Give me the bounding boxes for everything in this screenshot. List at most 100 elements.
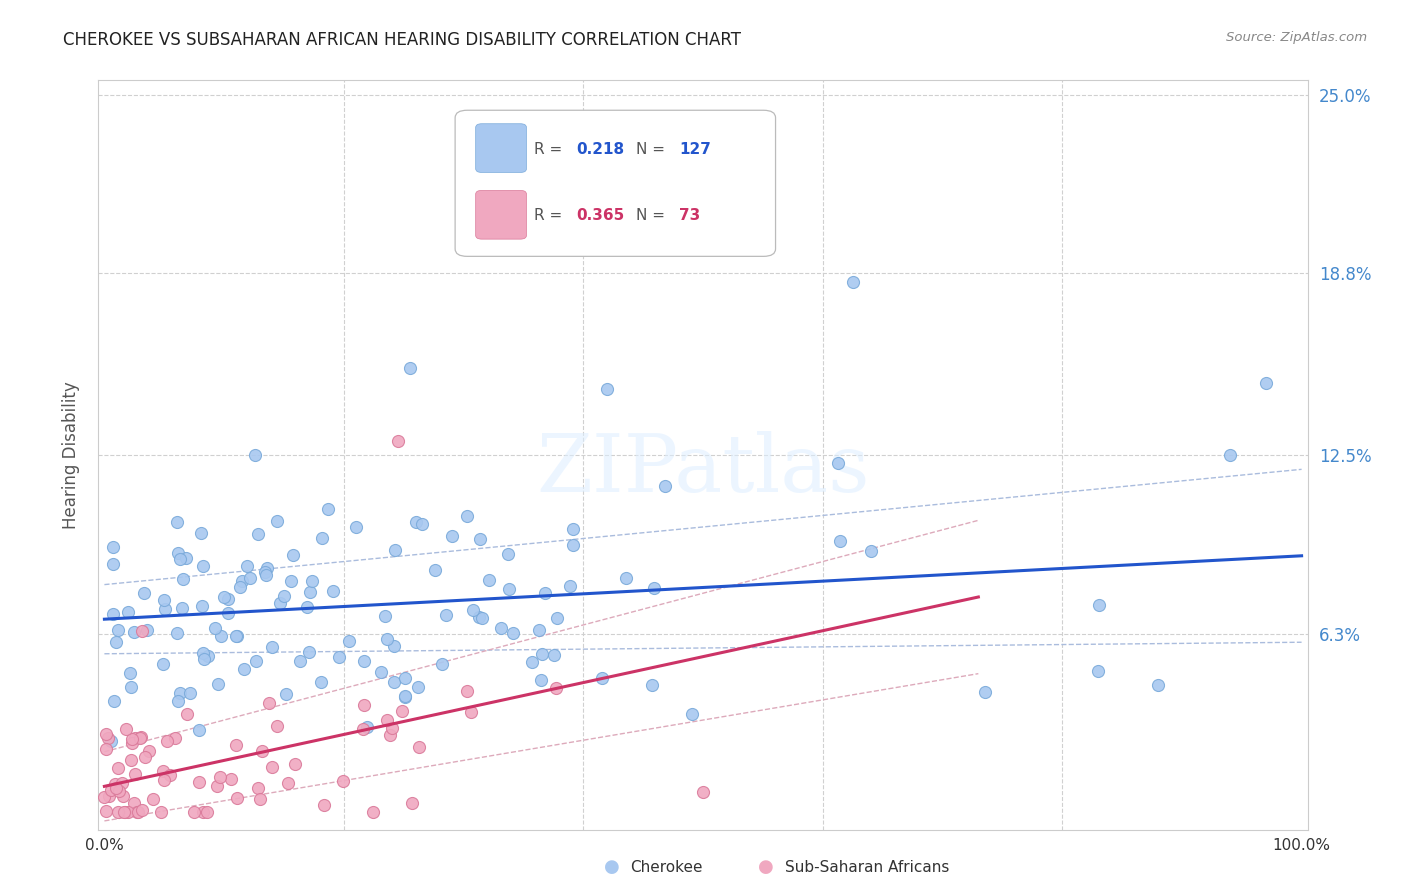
Point	[209, 770, 232, 784]
Point	[561, 522, 583, 536]
Point	[107, 805, 129, 820]
Point	[190, 526, 212, 541]
Point	[207, 677, 229, 691]
Point	[269, 596, 291, 610]
Point	[217, 591, 239, 606]
Point	[405, 516, 427, 530]
Point	[94, 804, 117, 818]
Point	[859, 544, 882, 558]
Point	[295, 600, 318, 615]
Point	[262, 640, 284, 655]
Point	[193, 652, 215, 666]
Point	[827, 456, 849, 470]
Point	[489, 621, 512, 635]
Point	[1254, 376, 1277, 390]
Point	[191, 559, 214, 574]
Point	[107, 624, 129, 638]
Point	[361, 805, 384, 819]
Point	[299, 584, 322, 599]
Point	[534, 585, 557, 599]
Point	[1147, 678, 1170, 692]
Point	[127, 805, 149, 820]
Point	[520, 655, 543, 669]
Point	[101, 540, 124, 554]
Point	[152, 764, 174, 778]
Point	[614, 571, 637, 585]
Text: N =: N =	[637, 208, 665, 223]
Point	[432, 657, 454, 671]
Point	[176, 706, 198, 721]
Point	[124, 731, 146, 746]
Text: CHEROKEE VS SUBSAHARAN AFRICAN HEARING DISABILITY CORRELATION CHART: CHEROKEE VS SUBSAHARAN AFRICAN HEARING D…	[63, 31, 741, 49]
Point	[375, 714, 398, 728]
Point	[131, 624, 153, 639]
Point	[1219, 448, 1241, 462]
Point	[153, 772, 176, 787]
Point	[111, 789, 134, 803]
FancyBboxPatch shape	[456, 111, 776, 256]
Point	[370, 665, 392, 680]
Point	[121, 732, 143, 747]
Point	[174, 550, 197, 565]
Point	[97, 789, 120, 803]
Point	[344, 519, 367, 533]
Point	[312, 797, 335, 812]
Point	[546, 681, 568, 695]
Point	[105, 635, 128, 649]
Point	[471, 611, 494, 625]
Point	[225, 629, 247, 643]
Point	[974, 685, 997, 699]
Point	[352, 722, 374, 736]
Text: Cherokee: Cherokee	[630, 860, 703, 874]
Point	[129, 731, 152, 745]
Point	[641, 678, 664, 692]
Point	[136, 623, 159, 637]
Point	[692, 785, 714, 799]
Point	[828, 534, 851, 549]
Point	[254, 568, 277, 582]
Point	[195, 805, 218, 820]
Point	[356, 720, 378, 734]
Point	[179, 685, 201, 699]
Point	[394, 689, 416, 703]
FancyBboxPatch shape	[475, 124, 526, 172]
Point	[225, 629, 247, 643]
Text: ●: ●	[603, 858, 620, 876]
Point	[280, 574, 302, 588]
Point	[260, 760, 283, 774]
Point	[247, 526, 270, 541]
Point	[1088, 598, 1111, 612]
Point	[100, 783, 122, 797]
Point	[191, 805, 214, 819]
Point	[103, 694, 125, 708]
Point	[166, 515, 188, 529]
Point	[205, 779, 228, 793]
Point	[231, 574, 253, 589]
Text: 73: 73	[679, 208, 700, 223]
Point	[591, 671, 613, 685]
Point	[530, 673, 553, 688]
Point	[131, 803, 153, 817]
Point	[209, 629, 232, 643]
Point	[381, 721, 404, 735]
Point	[219, 772, 242, 786]
Point	[197, 648, 219, 663]
Point	[384, 542, 406, 557]
Point	[266, 514, 288, 528]
Point	[117, 605, 139, 619]
Point	[169, 686, 191, 700]
Point	[153, 601, 176, 615]
Point	[311, 532, 333, 546]
Point	[398, 361, 420, 376]
Point	[107, 761, 129, 775]
Point	[188, 775, 211, 789]
Point	[120, 666, 142, 681]
Point	[384, 639, 406, 653]
Text: 127: 127	[679, 142, 710, 157]
Point	[249, 792, 271, 806]
Point	[170, 601, 193, 615]
Point	[277, 776, 299, 790]
Point	[374, 608, 396, 623]
Point	[108, 784, 131, 798]
Point	[172, 572, 194, 586]
